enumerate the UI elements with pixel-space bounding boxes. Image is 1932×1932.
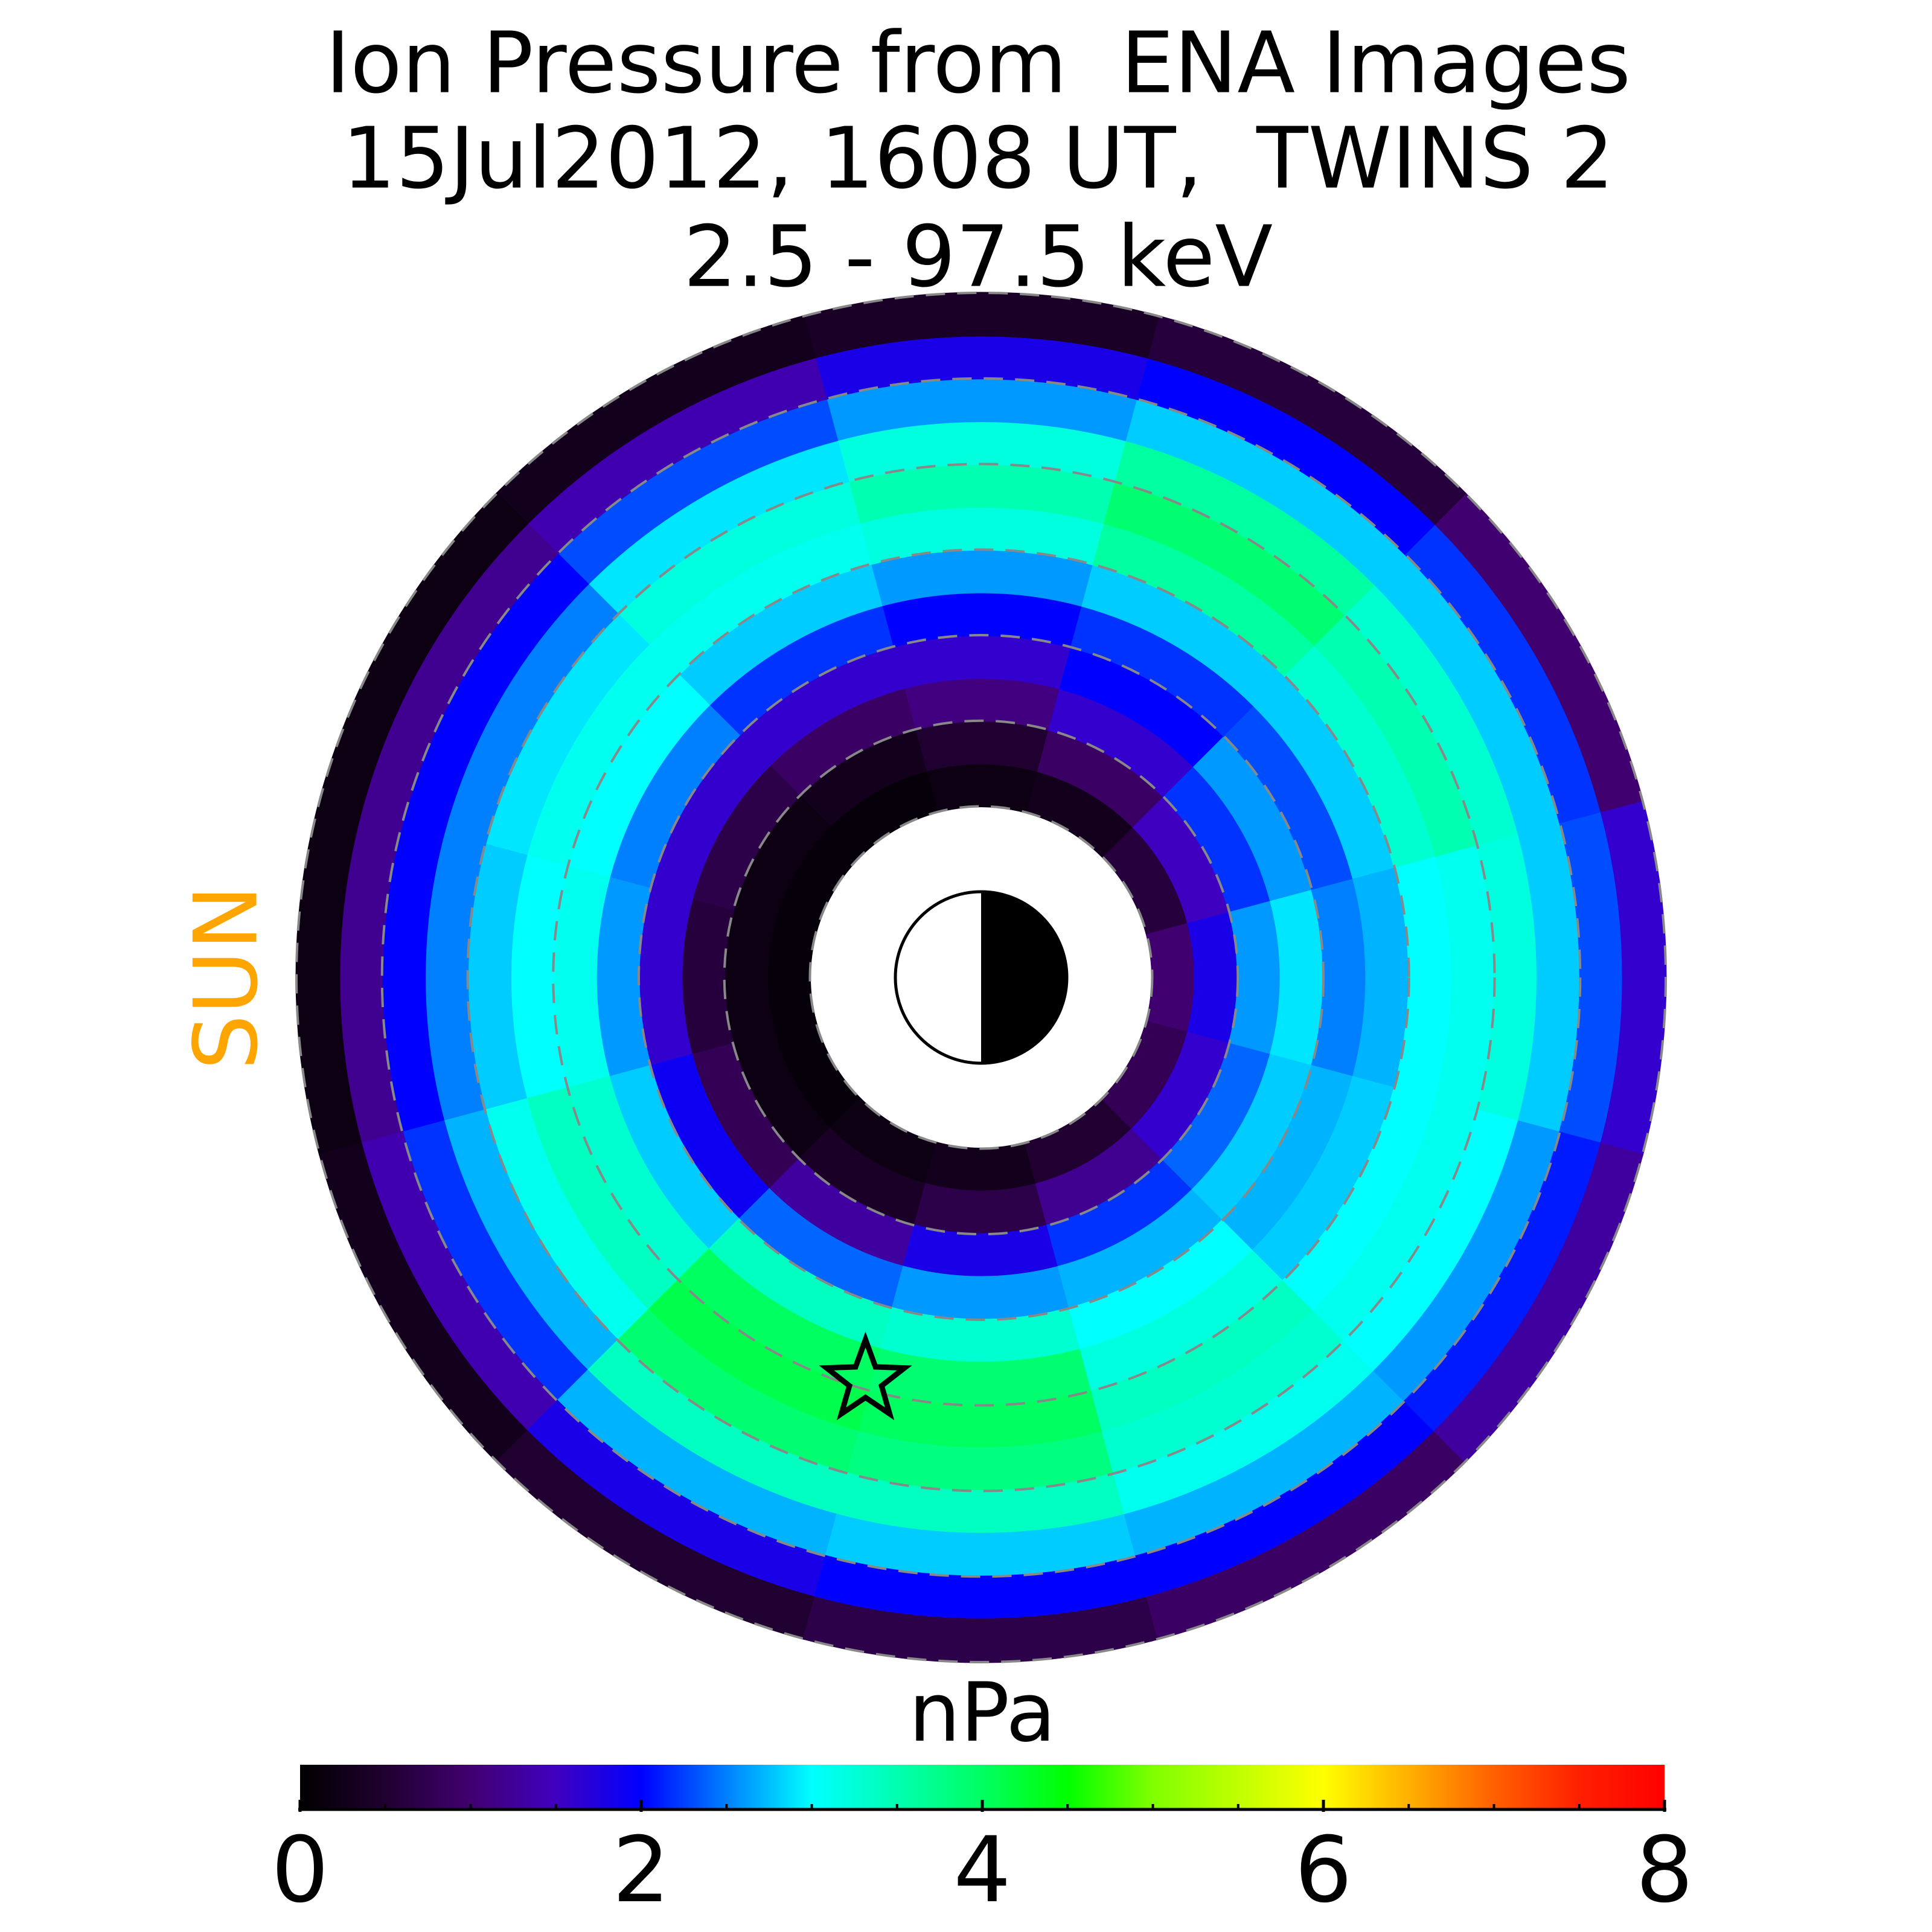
colorbar-tick-label: 2	[612, 1818, 670, 1923]
star-marker	[819, 1331, 912, 1421]
grid-circle	[638, 634, 1325, 1321]
heatmap-cell	[924, 1142, 1038, 1192]
heatmap-cell	[723, 910, 776, 1045]
heatmap-cell	[913, 720, 1049, 772]
heatmap-cell	[766, 921, 817, 1034]
heatmap-cell	[1186, 910, 1239, 1045]
earth-night	[981, 892, 1067, 1063]
grid-circle	[295, 292, 1667, 1663]
grid-circle	[723, 719, 1239, 1236]
earth-outline	[894, 890, 1069, 1065]
grid-circle	[466, 462, 1496, 1492]
grid-circle	[380, 377, 1582, 1578]
chart-title: 2.5 - 97.5 keV	[683, 208, 1273, 307]
heatmap-cell	[1433, 1142, 1644, 1463]
colorbar-tick-label: 8	[1636, 1818, 1693, 1923]
overlay	[295, 292, 1667, 1663]
colorbar-tick-label: 0	[271, 1818, 328, 1923]
colorbar-label: nPa	[909, 1665, 1056, 1760]
heatmap	[295, 292, 1667, 1663]
heatmap-cell	[924, 763, 1038, 813]
chart-title: 15Jul2012, 1608 UT, TWINS 2	[342, 110, 1614, 208]
grid-circle	[808, 805, 1154, 1150]
heatmap-cell	[913, 1183, 1049, 1235]
chart-title: Ion Pressure from ENA Images	[325, 14, 1631, 113]
colorbar-tick-label: 4	[953, 1818, 1011, 1923]
heatmap-cell	[1145, 921, 1196, 1034]
sun-label: SUN	[176, 885, 278, 1070]
grid-circle	[552, 548, 1410, 1407]
colorbar-tick-label: 6	[1294, 1818, 1352, 1923]
